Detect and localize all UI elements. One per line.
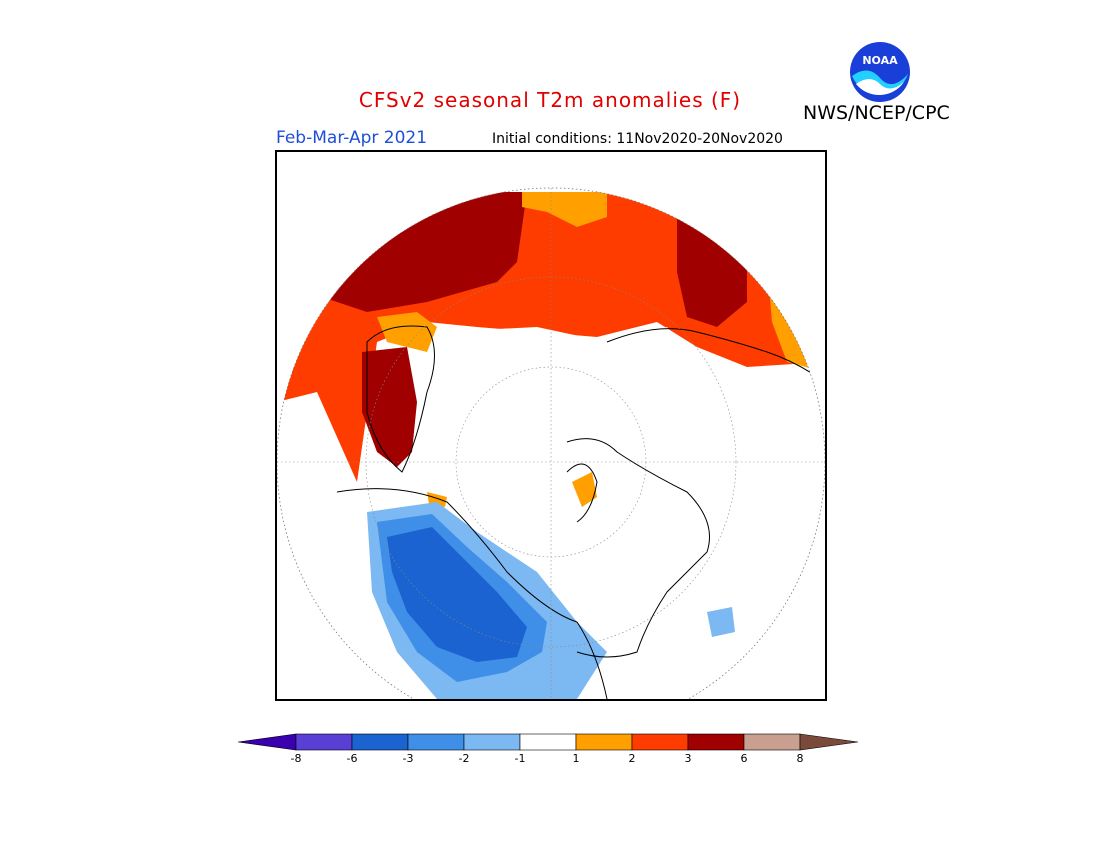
agency-label: NWS/NCEP/CPC — [803, 102, 950, 124]
colorbar-bin — [687, 733, 745, 751]
coastline-north-america — [336, 488, 608, 699]
cold-anomaly-dark — [387, 527, 527, 662]
season-label: Feb-Mar-Apr 2021 — [276, 128, 428, 148]
colorbar-bin — [519, 733, 577, 751]
noaa-logo-text: NOAA — [862, 54, 898, 67]
colorbar-bin — [407, 733, 465, 751]
colorbar-bin — [237, 733, 297, 751]
colorbar-bin — [351, 733, 409, 751]
coastline-scandinavia — [566, 463, 598, 523]
cold-spot-europe — [707, 607, 735, 637]
colorbar-tick-label: -6 — [346, 752, 358, 765]
arctic-neutral-region — [417, 327, 687, 532]
colorbar-tick-label: 2 — [628, 752, 636, 765]
colorbar-bin — [743, 733, 801, 751]
colorbar-tick-label: -3 — [402, 752, 414, 765]
coastline-greenland — [366, 325, 435, 473]
orange-region-north — [522, 192, 607, 227]
orange-region-greenland — [377, 312, 437, 352]
orange-spot-scandinavia — [572, 472, 597, 507]
colorbar-tick-label: 1 — [572, 752, 580, 765]
colorbar-tick-label: -2 — [458, 752, 470, 765]
colorbar-tick-label: -8 — [290, 752, 302, 765]
colorbar-svg — [237, 733, 859, 751]
colorbar-tick-label: 6 — [740, 752, 748, 765]
polar-map-svg — [277, 187, 825, 699]
initial-conditions-label: Initial conditions: 11Nov2020-20Nov2020 — [492, 131, 783, 147]
colorbar-bin — [463, 733, 521, 751]
dark-red-region-east — [677, 192, 747, 327]
coastline-asia — [606, 328, 825, 383]
map-title-text: CFSv2 seasonal T2m anomalies (F) — [358, 88, 742, 112]
map-title: CFSv2 seasonal T2m anomalies (F) — [0, 88, 1100, 112]
colorbar-bin — [295, 733, 353, 751]
colorbar-tick-label: 3 — [684, 752, 692, 765]
colorbar-tick-label: -1 — [514, 752, 526, 765]
colorbar-bin — [631, 733, 689, 751]
polar-map — [275, 150, 827, 701]
colorbar-bin — [799, 733, 859, 751]
colorbar-tick-label: 8 — [796, 752, 804, 765]
colorbar — [237, 732, 862, 772]
coastline-europe — [566, 438, 710, 658]
noaa-logo: NOAA — [848, 40, 912, 104]
colorbar-bin — [575, 733, 633, 751]
